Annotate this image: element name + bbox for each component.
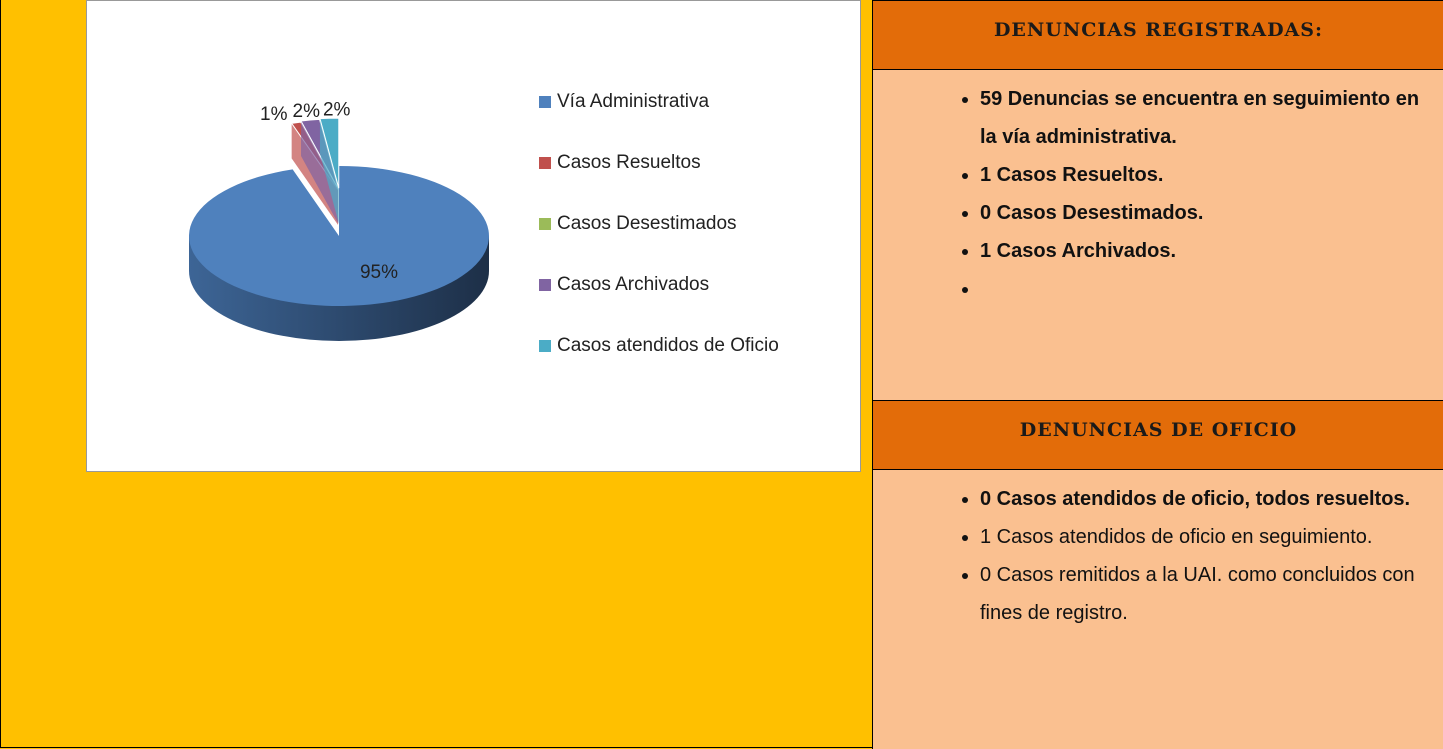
section: 0 Casos atendidos de oficio, todos resue… [873, 470, 1443, 632]
section: 59 Denuncias se encuentra en seguimiento… [873, 70, 1443, 400]
legend-item: Casos atendidos de Oficio [539, 333, 789, 359]
pie-slice [188, 166, 489, 306]
legend-item: Vía Administrativa [539, 89, 789, 115]
data-label: 1% [260, 104, 288, 125]
legend-swatch [539, 279, 551, 291]
bullet-item: 1 Casos Archivados. [980, 232, 1424, 270]
bullet-list: 0 Casos atendidos de oficio, todos resue… [873, 470, 1443, 632]
pie-chart: 95%1% 2% 2% [188, 99, 489, 341]
bullet-item: 0 Casos Desestimados. [980, 194, 1424, 232]
pie-slice-side [301, 121, 339, 224]
pie-slice-side [319, 118, 339, 224]
pie-slice [319, 117, 340, 189]
legend: Vía Administrativa Casos Resueltos Casos D… [539, 89, 789, 394]
legend-label: Casos Desestimados [557, 213, 737, 234]
legend-item: Casos Archivados [539, 272, 789, 298]
legend-swatch [539, 218, 551, 230]
legend-swatch [539, 157, 551, 169]
legend-label: Casos atendidos de Oficio [557, 335, 779, 356]
data-label: 95% [360, 262, 398, 283]
legend-item: Casos Desestimados [539, 211, 789, 237]
legend-swatch [539, 340, 551, 352]
data-label: 2% [293, 101, 321, 122]
bullet-item: 1 Casos atendidos de oficio en seguimien… [980, 518, 1424, 556]
bullet-list: 59 Denuncias se encuentra en seguimiento… [873, 70, 1443, 308]
legend-label: Casos Resueltos [557, 152, 701, 173]
section-heading: DENUNCIAS REGISTRADAS: [873, 0, 1443, 70]
legend-swatch [539, 96, 551, 108]
legend-label: Casos Archivados [557, 274, 710, 295]
legend-item: Casos Resueltos [539, 150, 789, 176]
empty-bullet [980, 270, 1424, 308]
bullet-item: 0 Casos remitidos a la UAI. como conclui… [980, 556, 1424, 632]
right-panel: DENUNCIAS REGISTRADAS: 59 Denuncias se en… [872, 0, 1443, 749]
bullet-item: 0 Casos atendidos de oficio, todos resue… [980, 480, 1424, 518]
data-label: 2% [323, 99, 351, 120]
bullet-item: 1 Casos Resueltos. [980, 156, 1424, 194]
bullet-item: 59 Denuncias se encuentra en seguimiento… [980, 80, 1424, 156]
section-heading: DENUNCIAS DE OFICIO [873, 400, 1443, 470]
chart-box: 95% 1% 2% 2% Vía Administrativa Casos Resuel… [86, 0, 861, 472]
left-cell: 95% 1% 2% 2% Vía Administrativa Casos Resuel… [0, 0, 873, 748]
legend-label: Vía Administrativa [557, 91, 710, 112]
